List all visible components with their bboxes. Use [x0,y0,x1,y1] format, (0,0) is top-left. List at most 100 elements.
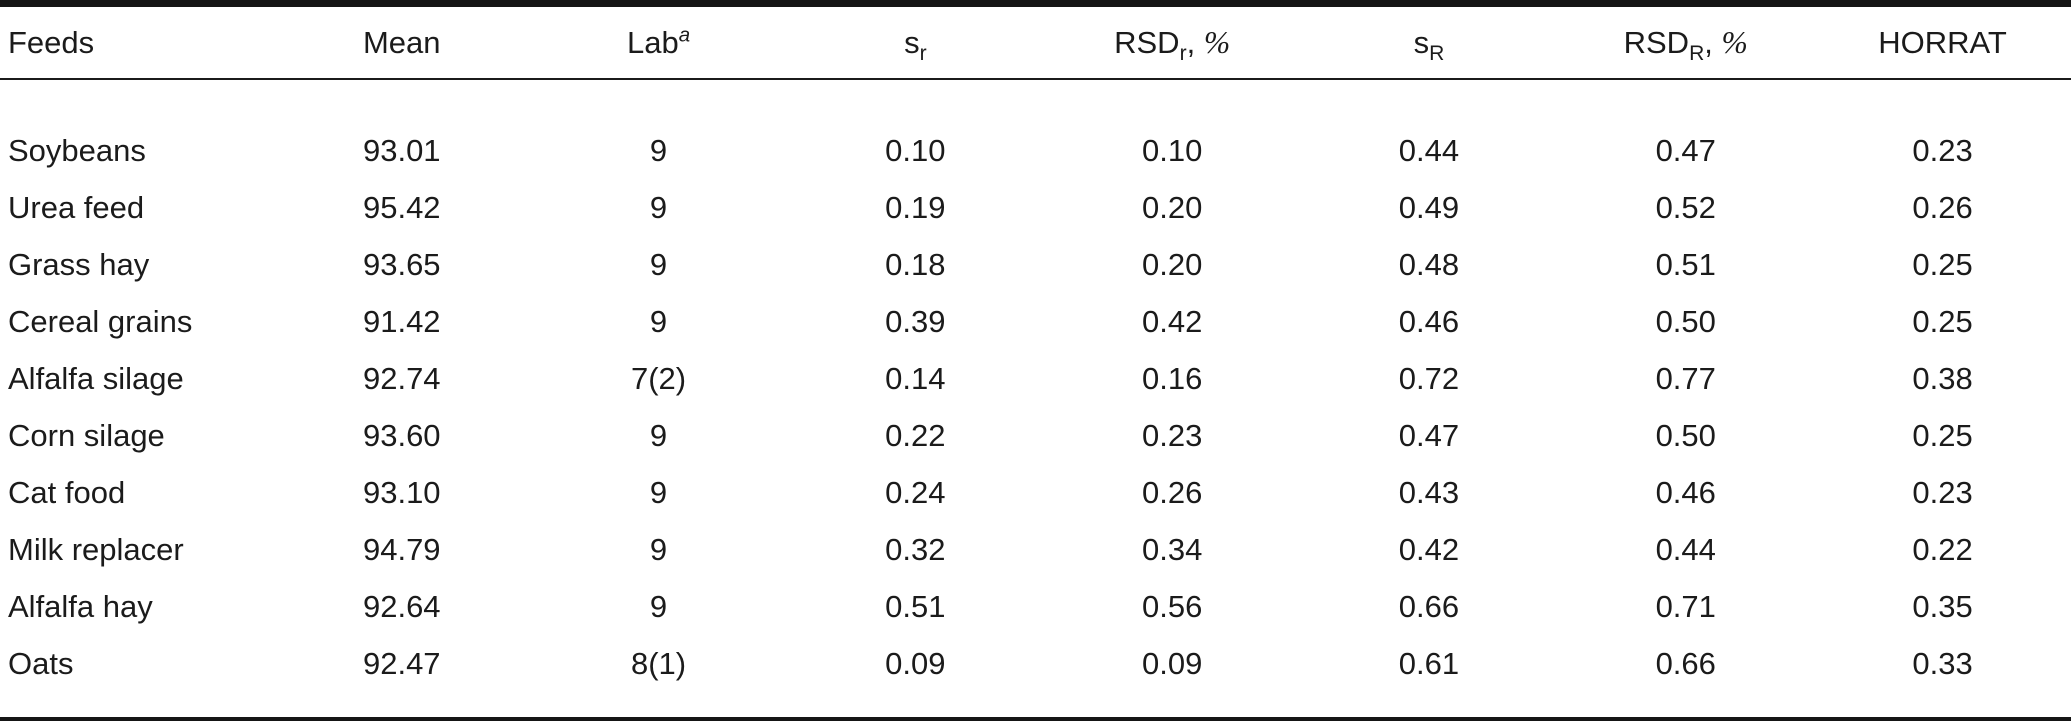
cell-rsd-R: 0.46 [1655,474,1716,510]
cell-horrat: 0.26 [1912,189,1973,225]
cell-mean: 93.10 [362,474,441,510]
table-row: Oats 92.47 8(1) 0.09 0.09 0.61 0.66 0.33 [0,635,2071,721]
column-header-s-r: sr [786,3,1044,80]
header-label-mean: Mean [362,24,441,60]
cell-rsd-r: 0.20 [1141,189,1203,225]
cell-s-R: 0.44 [1398,132,1460,168]
percent-sign: % [1721,24,1748,60]
cell-feeds: Grass hay [8,246,150,282]
column-header-s-R: sR [1300,3,1558,80]
cell-s-r: 0.39 [885,303,946,339]
header-label-feeds: Feeds [8,24,95,60]
cell-horrat: 0.22 [1912,531,1973,567]
cell-lab: 9 [649,531,668,567]
cell-s-r: 0.51 [885,588,946,624]
cell-lab: 9 [649,246,668,282]
footnote-marker-a: a [678,23,691,47]
cell-rsd-r: 0.10 [1141,132,1203,168]
cell-feeds: Corn silage [8,417,165,453]
cell-rsd-r: 0.16 [1141,360,1203,396]
cell-rsd-R: 0.50 [1655,303,1716,339]
cell-s-R: 0.66 [1398,588,1460,624]
column-header-rsd-r: RSDr, % [1043,3,1301,80]
cell-feeds: Cereal grains [8,303,193,339]
cell-lab: 9 [649,303,668,339]
subscript-r: r [1179,41,1187,65]
cell-horrat: 0.25 [1912,303,1973,339]
header-label-horrat: HORRAT [1878,24,2007,60]
cell-rsd-R: 0.71 [1655,588,1716,624]
cell-rsd-r: 0.34 [1141,531,1203,567]
cell-s-R: 0.48 [1398,246,1460,282]
cell-mean: 93.65 [362,246,441,282]
cell-rsd-r: 0.42 [1141,303,1203,339]
cell-rsd-r: 0.09 [1043,635,1301,721]
cell-rsd-r: 0.23 [1141,417,1203,453]
cell-mean: 91.42 [362,303,441,339]
cell-s-r: 0.10 [885,132,946,168]
column-header-feeds: Feeds [0,3,274,80]
subscript-R: R [1689,41,1705,65]
table-row: Alfalfa hay 92.64 9 0.51 0.56 0.66 0.71 0.35 [0,578,2071,635]
cell-mean: 92.47 [273,635,531,721]
cell-lab: 7(2) [630,360,687,396]
cell-feeds: Cat food [8,474,126,510]
table-row: Corn silage 93.60 9 0.22 0.23 0.47 0.50 0.25 [0,407,2071,464]
cell-feeds: Milk replacer [8,531,184,567]
cell-feeds: Oats [0,635,274,721]
table-body: Soybeans 93.01 9 0.10 0.10 0.44 0.47 0.23 Urea f… [0,79,2071,721]
cell-rsd-r: 0.20 [1141,246,1203,282]
table-row: Cereal grains 91.42 9 0.39 0.42 0.46 0.50 0.25 [0,293,2071,350]
header-label-s-R: s [1413,24,1430,60]
cell-rsd-R: 0.66 [1557,635,1815,721]
cell-lab: 9 [649,474,668,510]
cell-lab: 9 [649,132,668,168]
cell-rsd-r: 0.26 [1141,474,1203,510]
cell-horrat: 0.25 [1912,417,1973,453]
cell-s-r: 0.19 [885,189,946,225]
table-row: Alfalfa silage 92.74 7(2) 0.14 0.16 0.72 0.77 0… [0,350,2071,407]
table-row: Soybeans 93.01 9 0.10 0.10 0.44 0.47 0.23 [0,79,2071,179]
cell-rsd-R: 0.77 [1655,360,1716,396]
cell-s-R: 0.47 [1398,417,1460,453]
cell-feeds: Alfalfa silage [8,360,184,396]
table-row: Urea feed 95.42 9 0.19 0.20 0.49 0.52 0.26 [0,179,2071,236]
table-row: Grass hay 93.65 9 0.18 0.20 0.48 0.51 0.25 [0,236,2071,293]
subscript-r: r [919,41,927,65]
cell-feeds: Alfalfa hay [8,588,153,624]
separator: , [1704,24,1722,60]
separator: , [1186,24,1204,60]
cell-s-R: 0.72 [1398,360,1460,396]
cell-horrat: 0.35 [1912,588,1973,624]
cell-rsd-R: 0.44 [1655,531,1716,567]
cell-mean: 94.79 [362,531,441,567]
cell-feeds: Soybeans [8,132,146,168]
header-label-rsd-r: RSD [1114,24,1180,60]
cell-lab: 9 [649,588,668,624]
cell-s-R: 0.61 [1300,635,1558,721]
cell-horrat: 0.23 [1912,132,1973,168]
column-header-horrat: HORRAT [1814,3,2071,80]
cell-rsd-R: 0.51 [1655,246,1716,282]
table-header: Feeds Mean Laba sr RSDr, % sR RSDR, % HO… [0,3,2071,80]
cell-s-r: 0.24 [885,474,946,510]
cell-horrat: 0.25 [1912,246,1973,282]
table-row: Milk replacer 94.79 9 0.32 0.34 0.42 0.44 0.22 [0,521,2071,578]
cell-lab: 9 [649,189,668,225]
cell-mean: 92.74 [362,360,441,396]
cell-mean: 92.64 [362,588,441,624]
cell-horrat: 0.33 [1814,635,2071,721]
header-label-lab: Lab [627,24,679,60]
cell-rsd-r: 0.56 [1141,588,1203,624]
subscript-R: R [1429,41,1445,65]
header-label-s-r: s [904,24,920,60]
cell-horrat: 0.38 [1912,360,1973,396]
column-header-lab: Laba [530,3,787,80]
column-header-mean: Mean [273,3,531,80]
cell-s-R: 0.46 [1398,303,1460,339]
header-row: Feeds Mean Laba sr RSDr, % sR RSDR, % HO… [0,3,2071,80]
header-label-rsd-R: RSD [1623,24,1690,60]
percent-sign: % [1203,24,1231,60]
